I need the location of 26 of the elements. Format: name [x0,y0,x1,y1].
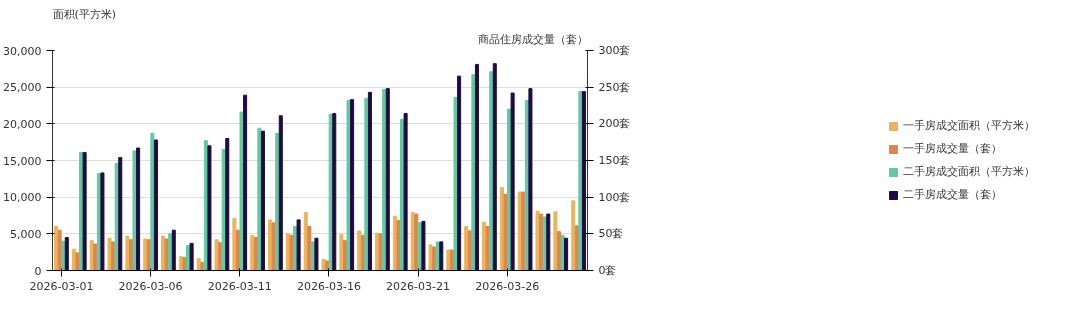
y-tick-label: 5,000 [10,227,42,241]
x-tick-label: 2026-03-16 [296,279,361,293]
y2-tick-label: 100套 [598,190,631,204]
x-tick-label: 2026-03-06 [118,279,183,293]
y2-tick-label: 300套 [598,44,631,57]
legend-label: 二手房成交面积（平方米） [903,164,1036,179]
y-tick-label: 0 [34,264,42,278]
y2-axis-title: 商品住房成交量（套） [477,32,588,46]
y-tick-label: 15,000 [3,154,42,168]
y2-tick-label: 250套 [598,80,631,94]
y-axis-title: 面积(平方米) [52,7,117,21]
y-tick-label: 30,000 [3,44,42,58]
y-tick-label: 10,000 [3,191,42,205]
legend-label: 一手房成交面积（平方米） [903,118,1036,133]
x-tick-label: 2026-03-26 [475,279,540,293]
legend-label: 一手房成交量（套） [903,141,1003,156]
y-tick-label: 25,000 [3,81,42,95]
y-tick-label: 20,000 [3,117,42,131]
y2-tick-label: 200套 [598,117,631,131]
legend-label: 二手房成交量（套） [903,187,1003,202]
y2-tick-label: 150套 [598,154,631,167]
y2-tick-label: 50套 [598,227,624,241]
x-tick-label: 2026-03-01 [29,279,94,293]
x-tick-label: 2026-03-21 [386,279,451,293]
x-tick-label: 2026-03-11 [207,279,272,293]
y2-tick-label: 0套 [598,264,617,277]
